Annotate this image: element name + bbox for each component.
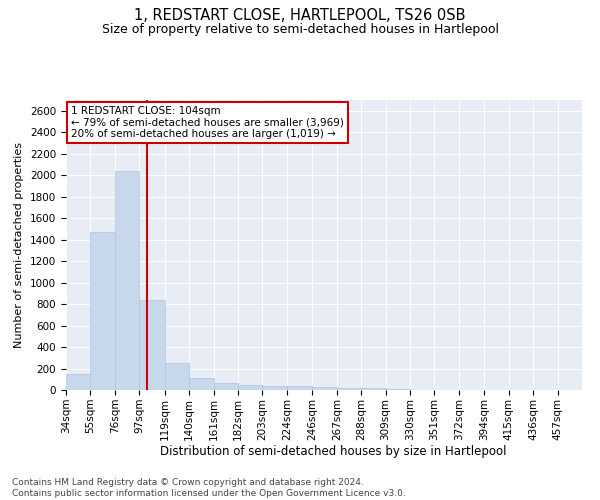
Bar xyxy=(91,232,115,390)
Text: Distribution of semi-detached houses by size in Hartlepool: Distribution of semi-detached houses by … xyxy=(160,444,506,458)
Bar xyxy=(66,374,91,390)
Bar xyxy=(115,171,139,390)
Bar xyxy=(337,388,361,390)
Text: Size of property relative to semi-detached houses in Hartlepool: Size of property relative to semi-detach… xyxy=(101,22,499,36)
Bar xyxy=(262,386,287,390)
Bar xyxy=(238,385,262,390)
Bar xyxy=(287,386,313,390)
Text: 1, REDSTART CLOSE, HARTLEPOOL, TS26 0SB: 1, REDSTART CLOSE, HARTLEPOOL, TS26 0SB xyxy=(134,8,466,22)
Bar xyxy=(361,388,386,390)
Text: 1 REDSTART CLOSE: 104sqm
← 79% of semi-detached houses are smaller (3,969)
20% o: 1 REDSTART CLOSE: 104sqm ← 79% of semi-d… xyxy=(71,106,344,139)
Bar xyxy=(165,362,189,390)
Bar xyxy=(139,300,165,390)
Text: Contains HM Land Registry data © Crown copyright and database right 2024.
Contai: Contains HM Land Registry data © Crown c… xyxy=(12,478,406,498)
Y-axis label: Number of semi-detached properties: Number of semi-detached properties xyxy=(14,142,25,348)
Bar xyxy=(214,383,238,390)
Bar xyxy=(313,387,337,390)
Bar xyxy=(189,378,214,390)
